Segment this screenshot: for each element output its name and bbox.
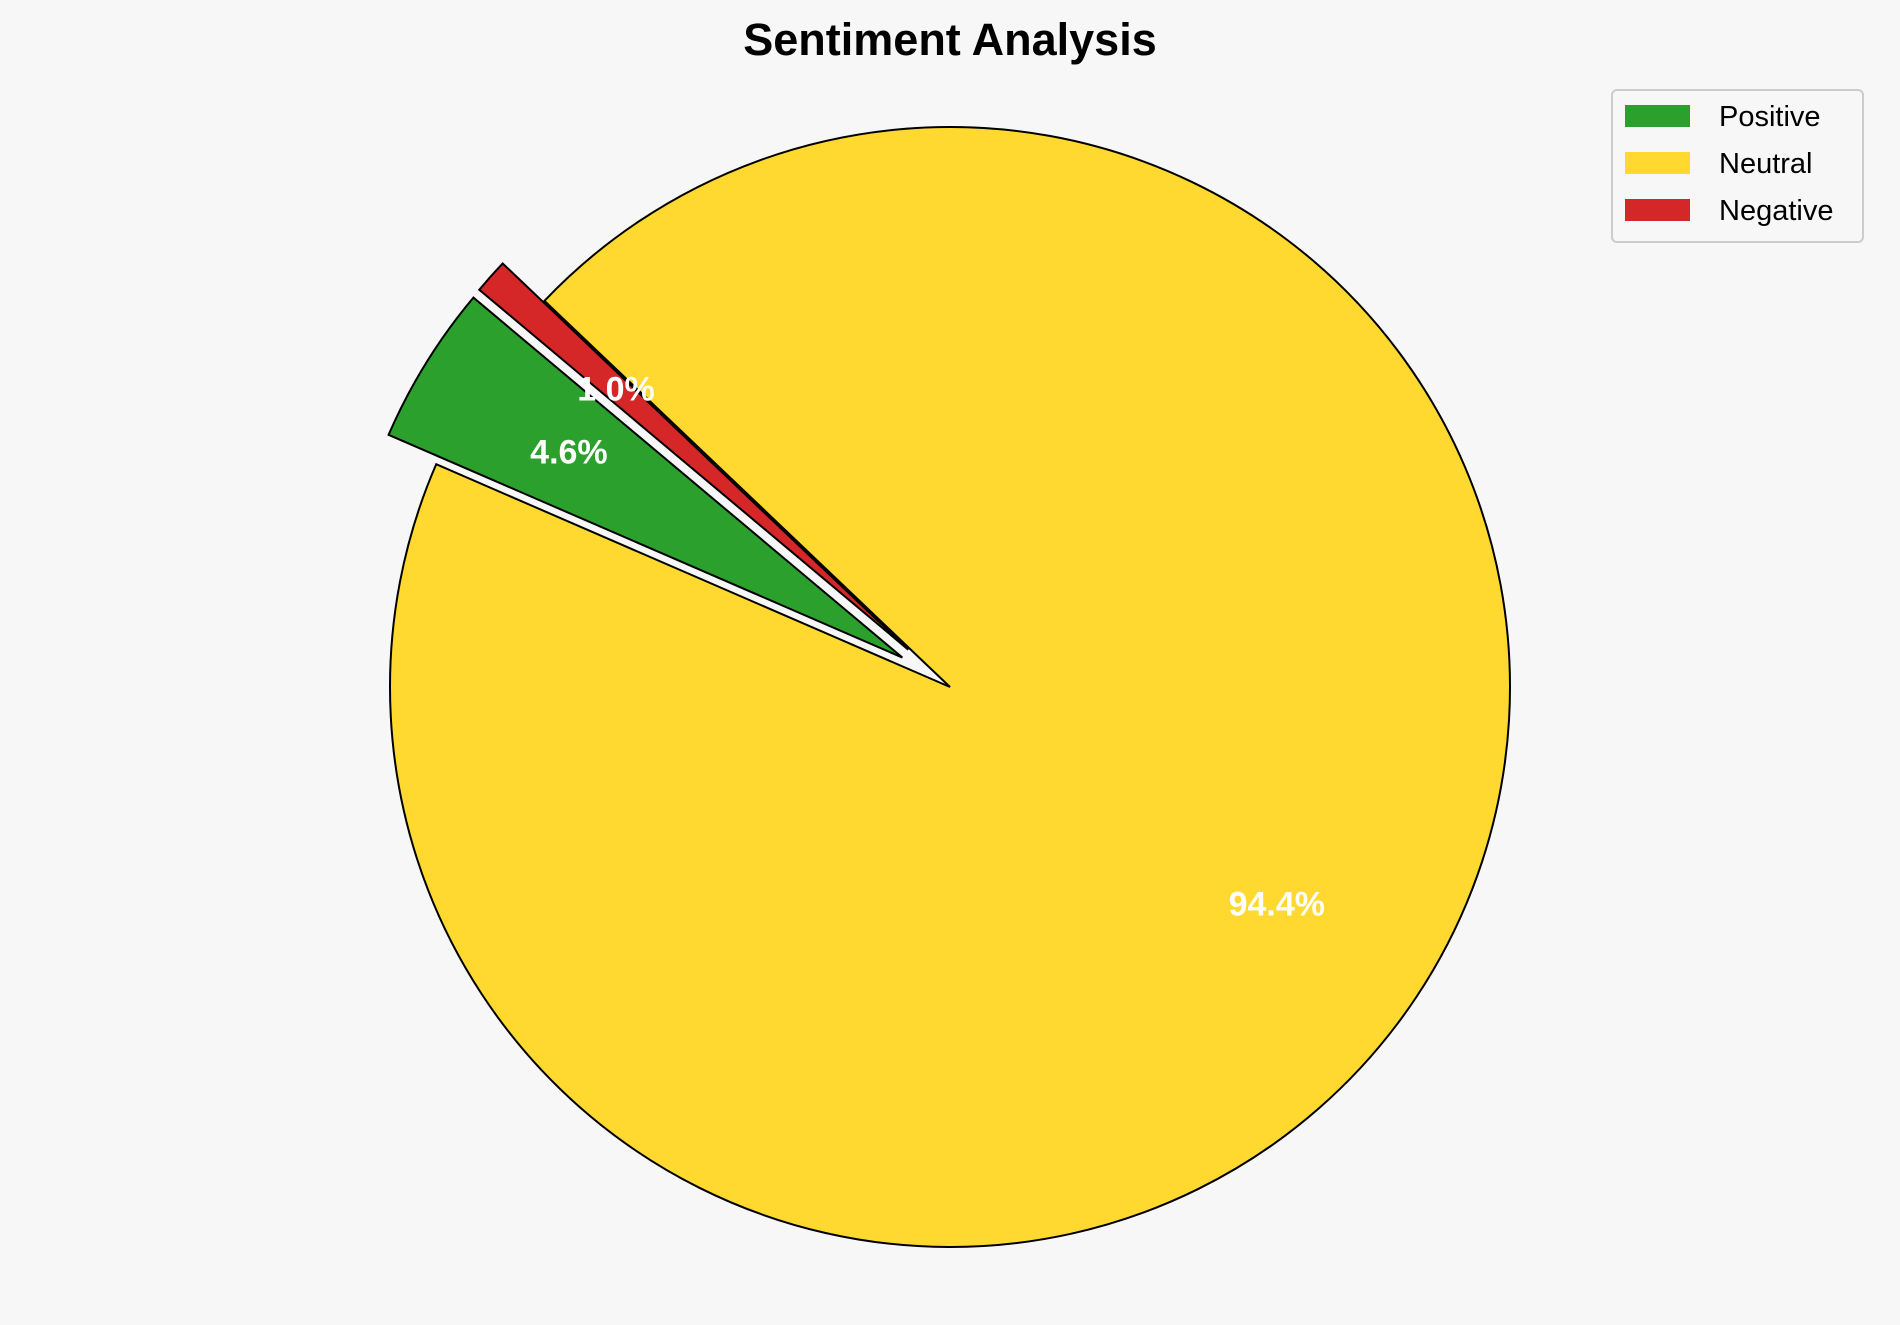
pct-label-neutral: 94.4% <box>1229 885 1325 923</box>
pie-wedge-negative <box>477 262 909 651</box>
pie-wedges <box>387 126 1511 1248</box>
legend-label-negative: Negative <box>1719 195 1833 227</box>
chart-title: Sentiment Analysis <box>743 14 1156 65</box>
legend-label-neutral: Neutral <box>1719 148 1813 180</box>
legend-swatch-positive <box>1625 105 1690 127</box>
pct-label-positive: 4.6% <box>530 433 608 471</box>
legend-swatch-negative <box>1625 199 1690 221</box>
pct-label-negative: 1.0% <box>577 370 655 408</box>
legend-label-positive: Positive <box>1719 101 1821 133</box>
pie-wedge-neutral <box>389 126 1511 1248</box>
pie-labels: 4.6% 94.4% 1.0% <box>530 370 1325 923</box>
pie-wedge-positive <box>387 296 904 659</box>
legend: Positive Neutral Negative <box>1611 89 1864 243</box>
legend-swatch-neutral <box>1625 152 1690 174</box>
